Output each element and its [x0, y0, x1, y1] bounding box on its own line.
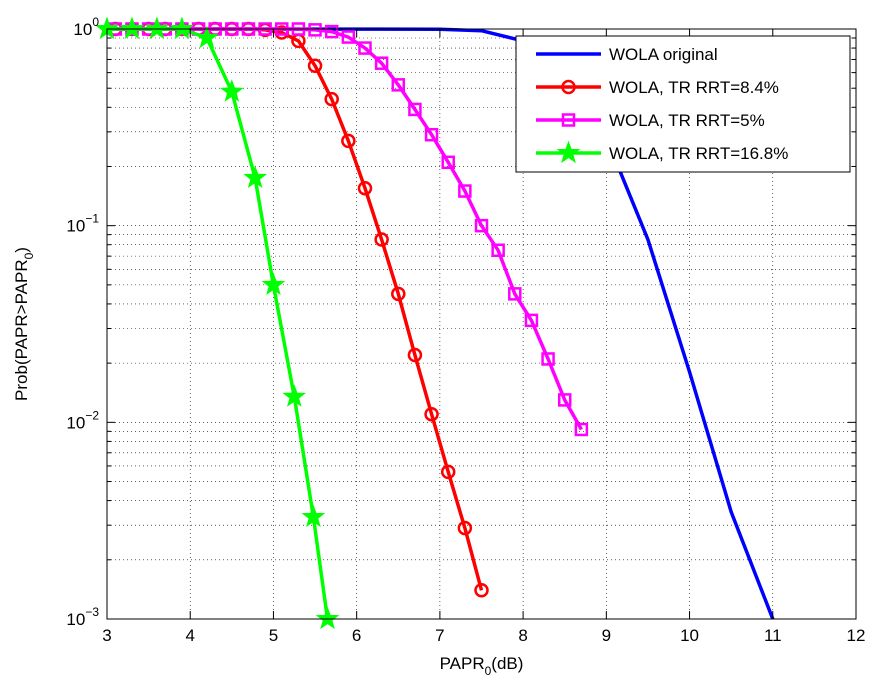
marker-star	[169, 16, 194, 40]
legend: WOLA original WOLA, TR RRT=8.4% WOLA, TR R…	[515, 35, 851, 173]
marker-circle	[357, 180, 373, 196]
marker-circle	[561, 79, 576, 95]
marker-star	[556, 140, 581, 164]
x-tick-label: 3	[102, 626, 111, 645]
marker-star	[194, 25, 219, 49]
x-tick-label: 8	[518, 626, 527, 645]
marker-circle	[457, 520, 473, 536]
marker-square	[324, 24, 339, 39]
legend-label: WOLA original	[609, 45, 718, 64]
y-tick-label: 100	[73, 15, 99, 39]
marker-star	[315, 606, 340, 630]
y-tick-label: 10−1	[66, 212, 99, 236]
x-tick-label: 11	[764, 626, 782, 645]
marker-circle	[424, 406, 439, 422]
y-tick-label: 10−2	[66, 408, 99, 432]
marker-square	[341, 30, 356, 44]
marker-star	[220, 79, 244, 102]
x-tick-label: 4	[185, 626, 194, 645]
legend-entry: WOLA, TR RRT=5%	[536, 111, 765, 130]
legend-entry: WOLA, TR RRT=16.8%	[536, 140, 788, 164]
marker-square	[574, 422, 589, 437]
marker-square	[374, 56, 389, 70]
legend-label: WOLA, TR RRT=16.8%	[609, 144, 788, 163]
marker-square	[508, 287, 522, 301]
marker-star	[301, 504, 326, 528]
marker-square	[541, 352, 555, 366]
marker-star	[243, 165, 267, 189]
marker-square	[561, 113, 576, 127]
marker-square	[441, 155, 455, 170]
marker-square	[524, 313, 539, 328]
marker-square	[358, 41, 372, 55]
marker-square	[474, 218, 489, 233]
legend-entry: WOLA original	[536, 45, 718, 64]
y-axis-title: Prob(PAPR>PAPR0)	[12, 247, 36, 401]
axis-ticks: 3 4 5 6 7 8 9 10 11 12 100 10−1 10−2 10−3	[66, 15, 865, 645]
marker-circle	[307, 58, 323, 74]
marker-circle	[391, 286, 406, 302]
marker-square	[491, 243, 505, 257]
marker-star	[282, 384, 307, 407]
x-axis-title: PAPR0(dB)	[440, 654, 524, 678]
marker-circle	[374, 232, 389, 247]
x-tick-label: 9	[602, 626, 611, 645]
x-tick-label: 5	[269, 626, 278, 645]
marker-square	[557, 393, 572, 407]
marker-circle	[341, 133, 356, 149]
marker-square	[424, 127, 439, 142]
marker-circle	[474, 583, 489, 598]
x-tick-label: 7	[435, 626, 444, 645]
x-tick-label: 12	[847, 626, 866, 645]
marker-star	[261, 272, 286, 296]
legend-label: WOLA, TR RRT=8.4%	[609, 78, 779, 97]
legend-entry: WOLA, TR RRT=8.4%	[536, 78, 779, 97]
x-tick-label: 6	[352, 626, 361, 645]
legend-label: WOLA, TR RRT=5%	[609, 111, 765, 130]
marker-circle	[324, 91, 339, 107]
marker-circle	[407, 347, 423, 363]
plot-frame	[106, 28, 857, 620]
y-axis-label: Prob(PAPR>PAPR0)	[12, 247, 36, 401]
marker-star	[120, 16, 144, 40]
marker-star	[145, 16, 169, 40]
marker-square	[391, 78, 406, 92]
marker-square	[458, 184, 472, 198]
marker-square	[408, 102, 422, 117]
marker-circle	[440, 464, 456, 480]
marker-square	[308, 23, 322, 37]
x-tick-label: 10	[680, 626, 699, 645]
y-tick-label: 10−3	[66, 605, 99, 629]
x-axis-label: PAPR0(dB)	[440, 654, 524, 678]
